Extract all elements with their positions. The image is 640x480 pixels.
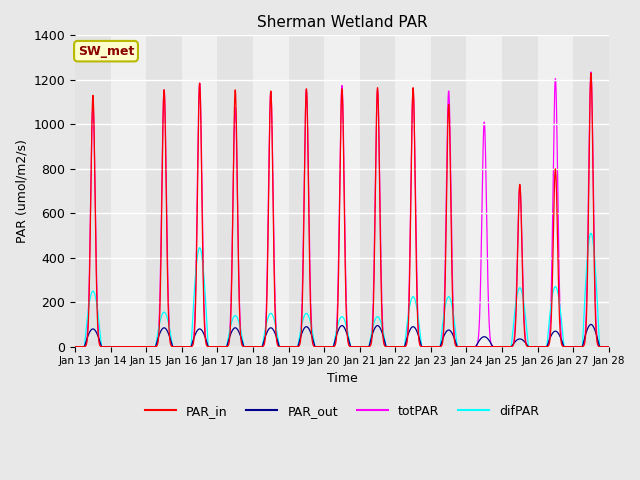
Bar	[573, 36, 609, 347]
Bar	[218, 36, 253, 347]
Bar	[431, 36, 467, 347]
Bar	[147, 36, 182, 347]
Bar	[75, 36, 111, 347]
Title: Sherman Wetland PAR: Sherman Wetland PAR	[257, 15, 428, 30]
Legend: PAR_in, PAR_out, totPAR, difPAR: PAR_in, PAR_out, totPAR, difPAR	[140, 400, 545, 423]
Y-axis label: PAR (umol/m2/s): PAR (umol/m2/s)	[15, 139, 28, 243]
Bar	[502, 36, 538, 347]
Bar	[289, 36, 324, 347]
Text: SW_met: SW_met	[78, 45, 134, 58]
Bar	[360, 36, 396, 347]
X-axis label: Time: Time	[326, 372, 357, 385]
